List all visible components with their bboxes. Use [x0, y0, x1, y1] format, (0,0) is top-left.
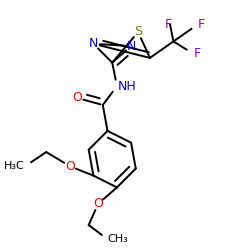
- Text: O: O: [72, 92, 82, 104]
- Text: N: N: [89, 37, 98, 50]
- Text: CH₃: CH₃: [108, 234, 128, 244]
- Text: N: N: [126, 40, 136, 52]
- Text: F: F: [198, 18, 205, 32]
- Text: O: O: [65, 160, 75, 173]
- Text: F: F: [194, 47, 200, 60]
- Text: H₃C: H₃C: [4, 161, 25, 171]
- Text: NH: NH: [118, 80, 137, 93]
- Text: F: F: [165, 18, 172, 31]
- Text: S: S: [134, 26, 142, 38]
- Text: O: O: [93, 198, 103, 210]
